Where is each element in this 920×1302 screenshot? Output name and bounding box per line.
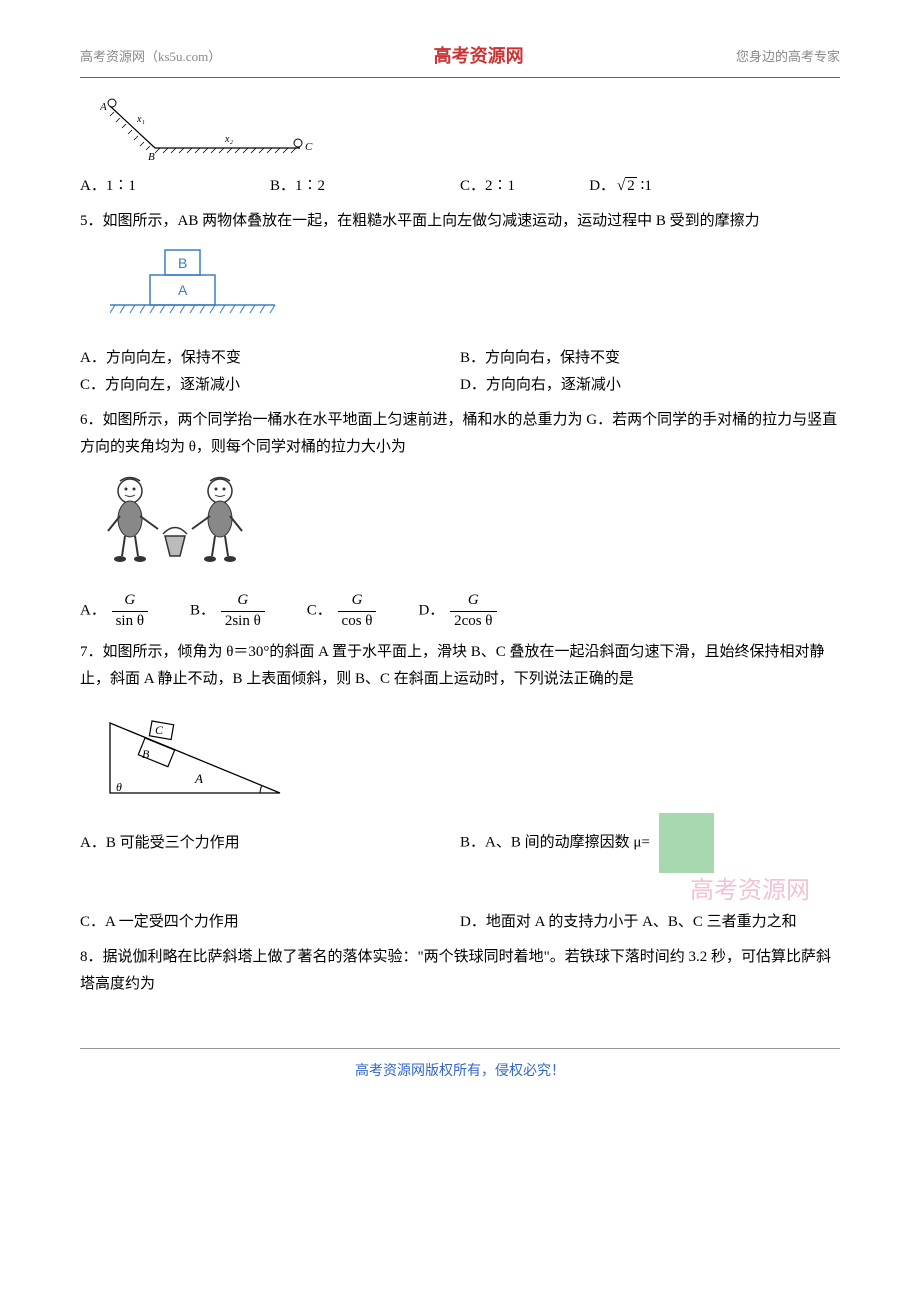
header-left: 高考资源网（ks5u.com）: [80, 45, 221, 68]
sqrt-2-icon: 2: [615, 173, 637, 200]
page-footer: 高考资源网版权所有，侵权必究！: [80, 1048, 840, 1084]
q4-diagram: A B C x₁ x₂: [100, 98, 840, 163]
svg-text:A: A: [100, 101, 107, 113]
page-header: 高考资源网（ks5u.com） 高考资源网 您身边的高考专家: [80, 40, 840, 78]
q7-option-c: C．A 一定受四个力作用: [80, 909, 460, 936]
svg-text:x₁: x₁: [136, 114, 145, 125]
q7-options: A．B 可能受三个力作用 B．A、B 间的动摩擦因数 μ=: [80, 813, 840, 873]
svg-text:C: C: [155, 723, 164, 737]
q6-option-b: B． G 2sin θ: [190, 591, 277, 631]
svg-text:θ: θ: [116, 780, 122, 794]
header-right: 您身边的高考专家: [736, 45, 840, 68]
q6-options: A． G sin θ B． G 2sin θ C． G cos θ: [80, 591, 840, 631]
content-area: A B C x₁ x₂ A．1∶1 B．1∶2 C．2∶1 D．2 ∶1 5．如…: [80, 98, 840, 998]
q6-diagram: [100, 471, 840, 581]
svg-text:A: A: [194, 771, 203, 786]
green-box-icon: [659, 813, 714, 873]
q7-option-d: D．地面对 A 的支持力小于 A、B、C 三者重力之和: [460, 909, 840, 936]
fraction-icon: G sin θ: [112, 591, 148, 631]
q7-diagram: A B C θ: [100, 703, 840, 803]
q5-option-a: A．方向向左，保持不变: [80, 345, 460, 372]
q4-option-b: B．1∶2: [270, 173, 460, 200]
q4-option-a: A．1∶1: [80, 173, 270, 200]
svg-text:B: B: [148, 151, 155, 163]
page-container: 高考资源网（ks5u.com） 高考资源网 您身边的高考专家: [0, 0, 920, 1302]
q8-text: 8．据说伽利略在比萨斜塔上做了著名的落体实验："两个铁球同时着地"。若铁球下落时…: [80, 944, 840, 998]
q6-option-d: D． G 2cos θ: [418, 591, 508, 631]
svg-text:B: B: [142, 747, 150, 761]
q6-text: 6．如图所示，两个同学抬一桶水在水平地面上匀速前进，桶和水的总重力为 G．若两个…: [80, 407, 840, 461]
q6-option-a: A． G sin θ: [80, 591, 160, 631]
q4-option-d: D．2 ∶1: [589, 173, 840, 200]
q7-option-b: B．A、B 间的动摩擦因数 μ=: [460, 813, 840, 873]
q7-option-a: A．B 可能受三个力作用: [80, 830, 460, 857]
header-center: 高考资源网: [434, 40, 524, 72]
q7-options-row2: C．A 一定受四个力作用 D．地面对 A 的支持力小于 A、B、C 三者重力之和: [80, 909, 840, 936]
svg-text:x₂: x₂: [224, 134, 233, 145]
fraction-icon: G cos θ: [338, 591, 377, 631]
q4-option-c: C．2∶1: [460, 173, 589, 200]
svg-text:B: B: [178, 255, 187, 271]
q5-option-c: C．方向向左，逐渐减小: [80, 372, 460, 399]
q7-text: 7．如图所示，倾角为 θ＝30°的斜面 A 置于水平面上，滑块 B、C 叠放在一…: [80, 639, 840, 693]
fraction-icon: G 2sin θ: [221, 591, 265, 631]
svg-text:C: C: [305, 141, 313, 153]
watermark-text: 高考资源网: [690, 870, 810, 913]
q5-options: A．方向向左，保持不变 B．方向向右，保持不变 C．方向向左，逐渐减小 D．方向…: [80, 345, 840, 399]
q6-option-c: C． G cos θ: [307, 591, 389, 631]
svg-text:A: A: [178, 282, 188, 298]
q5-option-b: B．方向向右，保持不变: [460, 345, 840, 372]
q5-option-d: D．方向向右，逐渐减小: [460, 372, 840, 399]
fraction-icon: G 2cos θ: [450, 591, 496, 631]
q4-options: A．1∶1 B．1∶2 C．2∶1 D．2 ∶1: [80, 173, 840, 200]
q5-diagram: B A: [110, 245, 840, 335]
q5-text: 5．如图所示，AB 两物体叠放在一起，在粗糙水平面上向左做匀减速运动，运动过程中…: [80, 208, 840, 235]
